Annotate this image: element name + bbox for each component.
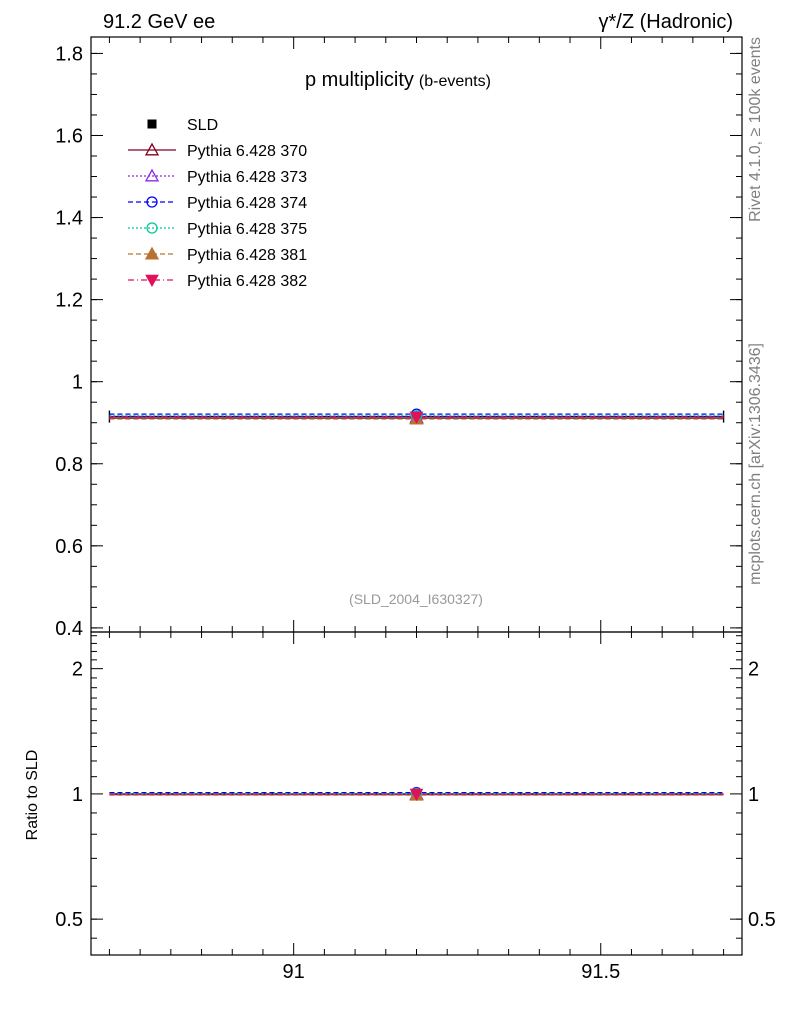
ratio-y-tick-label-left: 1 — [72, 784, 83, 806]
legend-marker — [147, 119, 157, 129]
legend-marker — [144, 246, 160, 260]
ratio-y-tick-label-left: 0.5 — [55, 909, 83, 931]
y-tick-label: 1.6 — [55, 125, 83, 147]
legend: SLD Pythia 6.428 370 Pythia 6.428 373 Pythi… — [128, 117, 307, 290]
x-tick-label: 91 — [283, 961, 305, 983]
legend-label: Pythia 6.428 373 — [187, 169, 307, 186]
y-tick-label: 1.2 — [55, 290, 83, 312]
y-tick-label: 0.8 — [55, 454, 83, 476]
ratio-y-tick-label-right: 2 — [748, 659, 759, 681]
chart-title: p multiplicity (b-events) — [305, 69, 491, 91]
main-x-ticks — [108, 37, 725, 632]
legend-label: Pythia 6.428 381 — [187, 247, 307, 264]
analysis-id-label: (SLD_2004_I630327) — [349, 591, 483, 607]
data-point — [409, 411, 424, 425]
chart-title-sub: (b-events) — [419, 73, 491, 90]
y-tick-label: 1 — [72, 372, 83, 394]
chart-title-main: p multiplicity — [305, 69, 414, 91]
legend-label: Pythia 6.428 370 — [187, 143, 307, 160]
legend-label: Pythia 6.428 375 — [187, 221, 307, 238]
ratio-y-tick-label-right: 0.5 — [748, 909, 776, 931]
ratio-x-ticks: 91 91.5 — [108, 632, 725, 983]
legend-label: Pythia 6.428 374 — [187, 195, 307, 212]
mcplots-reference-label: mcplots.cern.ch [arXiv:1306.3436] — [747, 343, 764, 585]
legend-marker — [146, 196, 158, 208]
legend-marker — [146, 222, 158, 234]
header-right-label: γ*/Z (Hadronic) — [599, 11, 733, 33]
y-tick-label: 0.6 — [55, 536, 83, 558]
main-series-group — [108, 408, 725, 425]
y-tick-label: 0.4 — [55, 618, 83, 640]
y-tick-label: 1.8 — [55, 43, 83, 65]
legend-label: Pythia 6.428 382 — [187, 273, 307, 290]
header-left-label: 91.2 GeV ee — [103, 11, 215, 33]
ratio-panel: 0.5 0.5 1 1 2 2 91 91.5 Ratio to SLD — [24, 631, 776, 983]
rivet-version-label: Rivet 4.1.0, ≥ 100k events — [747, 37, 764, 222]
y-tick-label: 1.4 — [55, 208, 83, 230]
ratio-y-ticks: 0.5 0.5 1 1 2 2 — [55, 635, 776, 939]
ratio-y-tick-label-left: 2 — [72, 659, 83, 681]
ratio-series-group — [109, 786, 724, 802]
legend-marker — [145, 274, 159, 288]
ratio-y-axis-label: Ratio to SLD — [24, 750, 41, 841]
ratio-data-point — [409, 788, 424, 802]
main-panel: 0.4 0.6 0.8 1 1.2 1.4 1.6 1.8 p multiplicity (b-… — [55, 36, 743, 640]
legend-marker — [144, 142, 160, 156]
legend-label: SLD — [187, 117, 218, 134]
main-y-ticks: 0.4 0.6 0.8 1 1.2 1.4 1.6 1.8 — [55, 43, 742, 640]
x-tick-label: 91.5 — [581, 961, 620, 983]
ratio-y-tick-label-right: 1 — [748, 784, 759, 806]
legend-marker — [144, 168, 160, 182]
